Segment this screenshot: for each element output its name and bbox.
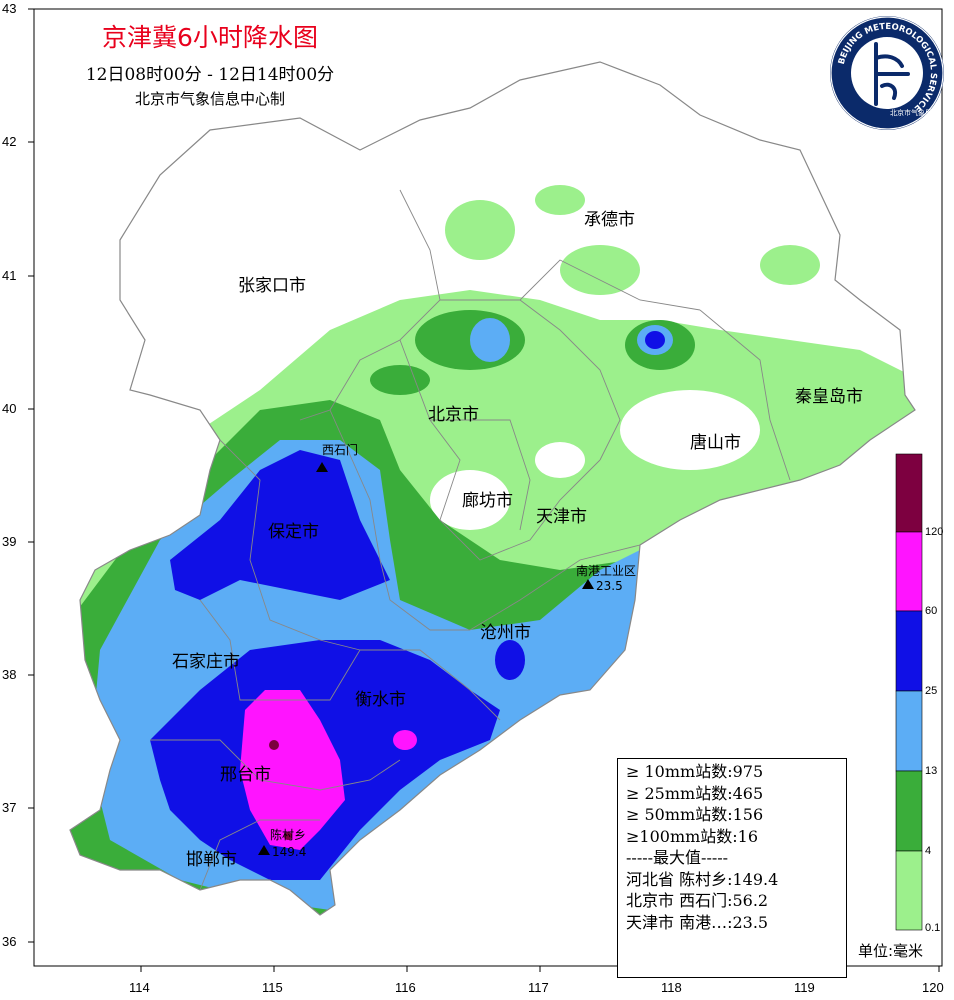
station-value-nangang: 23.5: [596, 579, 623, 593]
lon-label-114: 114: [129, 980, 150, 995]
lat-label-37: 37: [2, 800, 17, 815]
city-label-shijiazhuang: 石家庄市: [172, 652, 240, 672]
lon-label-115: 115: [262, 980, 283, 995]
lon-label-120: 120: [922, 980, 944, 995]
beijing-meteorological-service-logo: BEIJING METEOROLOGICAL SERVICE 北京市气象局: [830, 16, 944, 130]
city-label-handan: 邯郸市: [186, 850, 237, 870]
province-boundary: [69, 61, 916, 916]
lon-label-119: 119: [794, 980, 815, 995]
lat-label-42: 42: [2, 134, 17, 149]
legend-tick-0.1: 0.1: [925, 922, 941, 934]
legend-tick-4: 4: [925, 845, 932, 857]
city-label-tangshan: 唐山市: [690, 433, 741, 453]
city-label-chengde: 承德市: [584, 210, 635, 230]
city-label-langfang: 廊坊市: [462, 491, 513, 511]
city-label-hengshui: 衡水市: [355, 690, 406, 710]
city-label-qinhuangdao: 秦皇岛市: [795, 387, 863, 407]
rain-band-60-120: [240, 690, 345, 850]
station-label-chencun: 陈村乡: [270, 828, 307, 842]
lat-ticks: [28, 8, 34, 943]
lon-label-117: 117: [528, 980, 549, 995]
lat-label-41: 41: [2, 268, 17, 283]
station-value-chencun: 149.4: [272, 845, 307, 859]
station-marker-chencun: [258, 845, 270, 855]
lat-label-40: 40: [2, 401, 17, 416]
lon-label-118: 118: [661, 980, 682, 995]
legend-tick-25: 25: [925, 685, 938, 697]
legend-tick-13: 13: [925, 765, 938, 777]
producer-credit: 北京市气象信息中心制: [134, 90, 285, 108]
legend-tick-120: 120: [925, 526, 944, 538]
city-label-baoding: 保定市: [268, 522, 319, 542]
lon-label-116: 116: [395, 980, 416, 995]
rain-band-25-60: [170, 450, 390, 600]
lat-label-43: 43: [2, 1, 17, 16]
station-marker-xishimen: [316, 462, 328, 472]
legend-unit: 单位:毫米: [858, 942, 924, 960]
stat-line: ≥100mm站数:16: [626, 826, 759, 846]
stat-line: -----最大值-----: [626, 848, 729, 867]
legend-colorbar: [895, 453, 923, 931]
stat-line: 北京市 西石门:56.2: [626, 891, 769, 910]
station-label-xishimen: 西石门: [322, 443, 359, 457]
lat-label-38: 38: [2, 667, 17, 682]
station-marker-nangang: [582, 579, 594, 589]
city-label-cangzhou: 沧州市: [480, 623, 531, 643]
time-range: 12日08时00分 - 12日14时00分: [85, 65, 335, 85]
station-stats-box: ≥ 10mm站数:975 ≥ 25mm站数:465 ≥ 50mm站数:156 ≥…: [617, 758, 847, 978]
city-label-zhangjiakou: 张家口市: [238, 276, 306, 296]
station-label-nangang: 南港工业区: [576, 564, 637, 578]
map-title: 京津冀6小时降水图: [102, 23, 318, 52]
stat-line: ≥ 10mm站数:975: [626, 762, 764, 781]
city-boundaries: [150, 189, 791, 891]
city-label-beijing: 北京市: [428, 405, 479, 425]
city-label-xingtai: 邢台市: [220, 765, 271, 785]
lat-label-36: 36: [2, 934, 17, 949]
stat-line: ≥ 50mm站数:156: [626, 805, 764, 824]
logo-inner-text: 北京市气象局: [890, 108, 932, 117]
plot-frame: [33, 8, 943, 967]
stat-line: 河北省 陈村乡:149.4: [626, 869, 779, 889]
city-label-tianjin: 天津市: [536, 507, 587, 527]
legend-tick-60: 60: [925, 605, 938, 617]
stat-line: ≥ 25mm站数:465: [626, 783, 764, 803]
rain-band-120-plus: [269, 740, 279, 750]
stat-line: 天津市 南港…:23.5: [626, 912, 769, 932]
lat-label-39: 39: [2, 534, 17, 549]
